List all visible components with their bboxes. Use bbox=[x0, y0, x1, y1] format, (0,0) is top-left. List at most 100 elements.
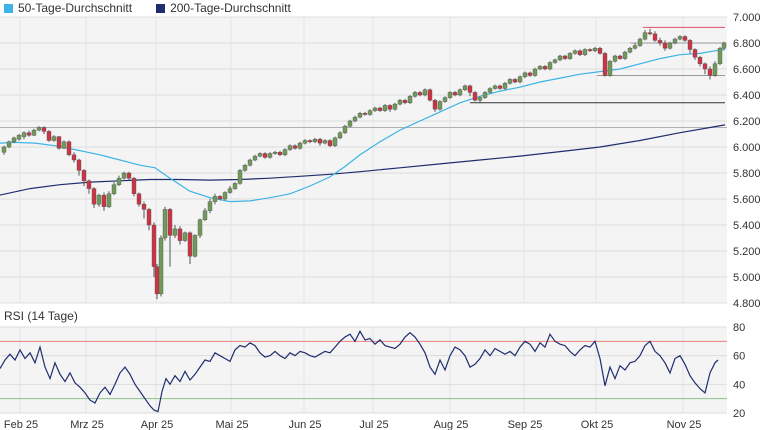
candle-body bbox=[677, 36, 683, 40]
candle-body bbox=[387, 105, 393, 110]
candle bbox=[106, 191, 112, 209]
candle-body bbox=[482, 92, 488, 98]
candle bbox=[21, 131, 27, 140]
candle bbox=[382, 104, 388, 112]
candle bbox=[357, 111, 363, 119]
sma200-layer bbox=[0, 124, 726, 196]
price-panel-background bbox=[0, 17, 727, 303]
candle-body bbox=[26, 132, 32, 136]
sma200-swatch-icon bbox=[156, 3, 166, 13]
candle bbox=[86, 179, 92, 194]
candle-body bbox=[357, 112, 363, 118]
candle-body bbox=[337, 132, 343, 139]
candle bbox=[126, 171, 132, 181]
candle-body bbox=[172, 228, 178, 236]
candle-body bbox=[162, 209, 168, 239]
candle-body bbox=[667, 42, 673, 49]
candle bbox=[587, 48, 593, 53]
candle bbox=[11, 136, 17, 144]
candle-body bbox=[642, 32, 648, 40]
candle-body bbox=[126, 172, 132, 179]
candle-body bbox=[462, 85, 468, 91]
candle-body bbox=[452, 92, 458, 96]
candle-body bbox=[136, 193, 142, 205]
candle-body bbox=[212, 196, 218, 202]
candle bbox=[557, 54, 563, 62]
candle-body bbox=[307, 140, 313, 142]
candle bbox=[252, 154, 258, 162]
candle-body bbox=[647, 32, 653, 35]
rsi-y-tick-label: 20 bbox=[733, 408, 745, 420]
candle bbox=[167, 208, 173, 267]
candle-body bbox=[407, 96, 413, 104]
candle bbox=[151, 222, 157, 277]
candle-body bbox=[617, 55, 623, 59]
candle bbox=[682, 35, 688, 42]
candle bbox=[121, 171, 127, 180]
candle-body bbox=[507, 79, 513, 84]
rsi-y-tick-label: 60 bbox=[733, 351, 745, 363]
candle-body bbox=[397, 99, 403, 105]
candle-body bbox=[652, 33, 658, 41]
candle bbox=[597, 46, 603, 55]
rsi-y-axis: 20 40 60 80 bbox=[733, 322, 745, 420]
candle bbox=[158, 235, 164, 297]
candle-body bbox=[632, 45, 638, 49]
candle-body bbox=[247, 159, 253, 166]
candle bbox=[212, 193, 218, 205]
candle-body bbox=[282, 149, 288, 156]
candle-body bbox=[267, 153, 273, 158]
candle-body bbox=[447, 92, 453, 98]
candle bbox=[207, 199, 213, 214]
candle-body bbox=[151, 224, 157, 267]
candle-body bbox=[602, 53, 608, 76]
candle-body bbox=[222, 192, 228, 200]
candle bbox=[662, 40, 668, 51]
candle-body bbox=[382, 105, 388, 111]
candle bbox=[687, 39, 693, 54]
price-levels bbox=[0, 26, 727, 128]
candle bbox=[721, 41, 727, 50]
candle bbox=[497, 84, 503, 90]
candle-body bbox=[51, 136, 57, 141]
candle-body bbox=[96, 194, 102, 205]
candle bbox=[192, 234, 198, 258]
candle-body bbox=[317, 138, 323, 144]
candle-body bbox=[232, 183, 238, 189]
candle bbox=[542, 65, 548, 71]
candle bbox=[392, 102, 398, 111]
legend-item-sma200[interactable]: 200-Tage-Durchschnitt bbox=[152, 1, 291, 15]
candle-body bbox=[721, 42, 727, 49]
candle bbox=[447, 91, 453, 99]
candle bbox=[617, 54, 623, 60]
rsi-line bbox=[0, 330, 719, 413]
candle-body bbox=[66, 141, 72, 156]
candle bbox=[182, 231, 188, 242]
candle-body bbox=[552, 59, 558, 63]
legend-item-sma50[interactable]: 50-Tage-Durchschnitt bbox=[0, 1, 132, 15]
candle-body bbox=[154, 266, 160, 295]
candle-body bbox=[467, 85, 473, 93]
candle-body bbox=[46, 131, 52, 141]
candle-body bbox=[342, 125, 348, 133]
candle bbox=[562, 54, 568, 60]
chart-legend: 50-Tage-Durchschnitt 200-Tage-Durchschni… bbox=[0, 0, 311, 16]
candle bbox=[577, 49, 583, 56]
candle-body bbox=[16, 135, 22, 140]
candle bbox=[362, 111, 368, 116]
candle bbox=[26, 130, 32, 137]
candle bbox=[347, 119, 353, 128]
candle-body bbox=[86, 180, 92, 189]
candle bbox=[482, 91, 488, 99]
candle-body bbox=[297, 142, 303, 149]
candle bbox=[352, 115, 358, 123]
candle bbox=[322, 139, 328, 145]
candle-body bbox=[497, 85, 503, 89]
price-y-tick-label: 6.200 bbox=[733, 116, 761, 128]
candle bbox=[177, 226, 183, 245]
candle-body bbox=[622, 51, 628, 59]
candle bbox=[402, 98, 408, 105]
candle-body bbox=[537, 66, 543, 70]
candle-body bbox=[412, 92, 418, 97]
